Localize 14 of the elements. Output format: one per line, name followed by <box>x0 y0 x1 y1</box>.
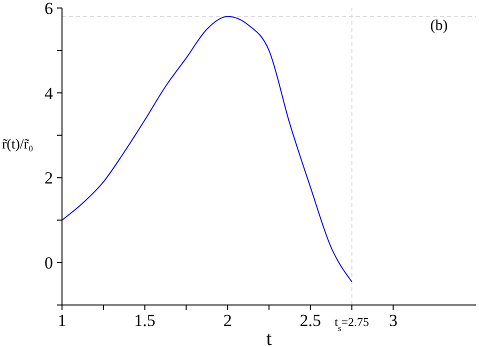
x-tick-label: t$_{s}$=2.75 <box>334 315 369 332</box>
x-tick-label: 2.5 <box>300 311 322 330</box>
x-axis-title: t <box>266 328 272 347</box>
y-tick-label: 0 <box>44 254 53 273</box>
x-tick-label: 3 <box>388 311 398 330</box>
x-tick-label: 1.5 <box>134 311 156 330</box>
x-tick-label: 1 <box>58 311 66 330</box>
y-tick-label: 4 <box>44 84 54 103</box>
y-tick-label: 2 <box>44 168 53 188</box>
y-axis-title: r̃(t)/r̃₀ <box>2 138 34 152</box>
annotation: (b) <box>430 18 448 34</box>
x-tick-label: 2 <box>223 311 232 330</box>
y-tick-label: 6 <box>44 0 53 18</box>
line-series <box>62 16 352 282</box>
